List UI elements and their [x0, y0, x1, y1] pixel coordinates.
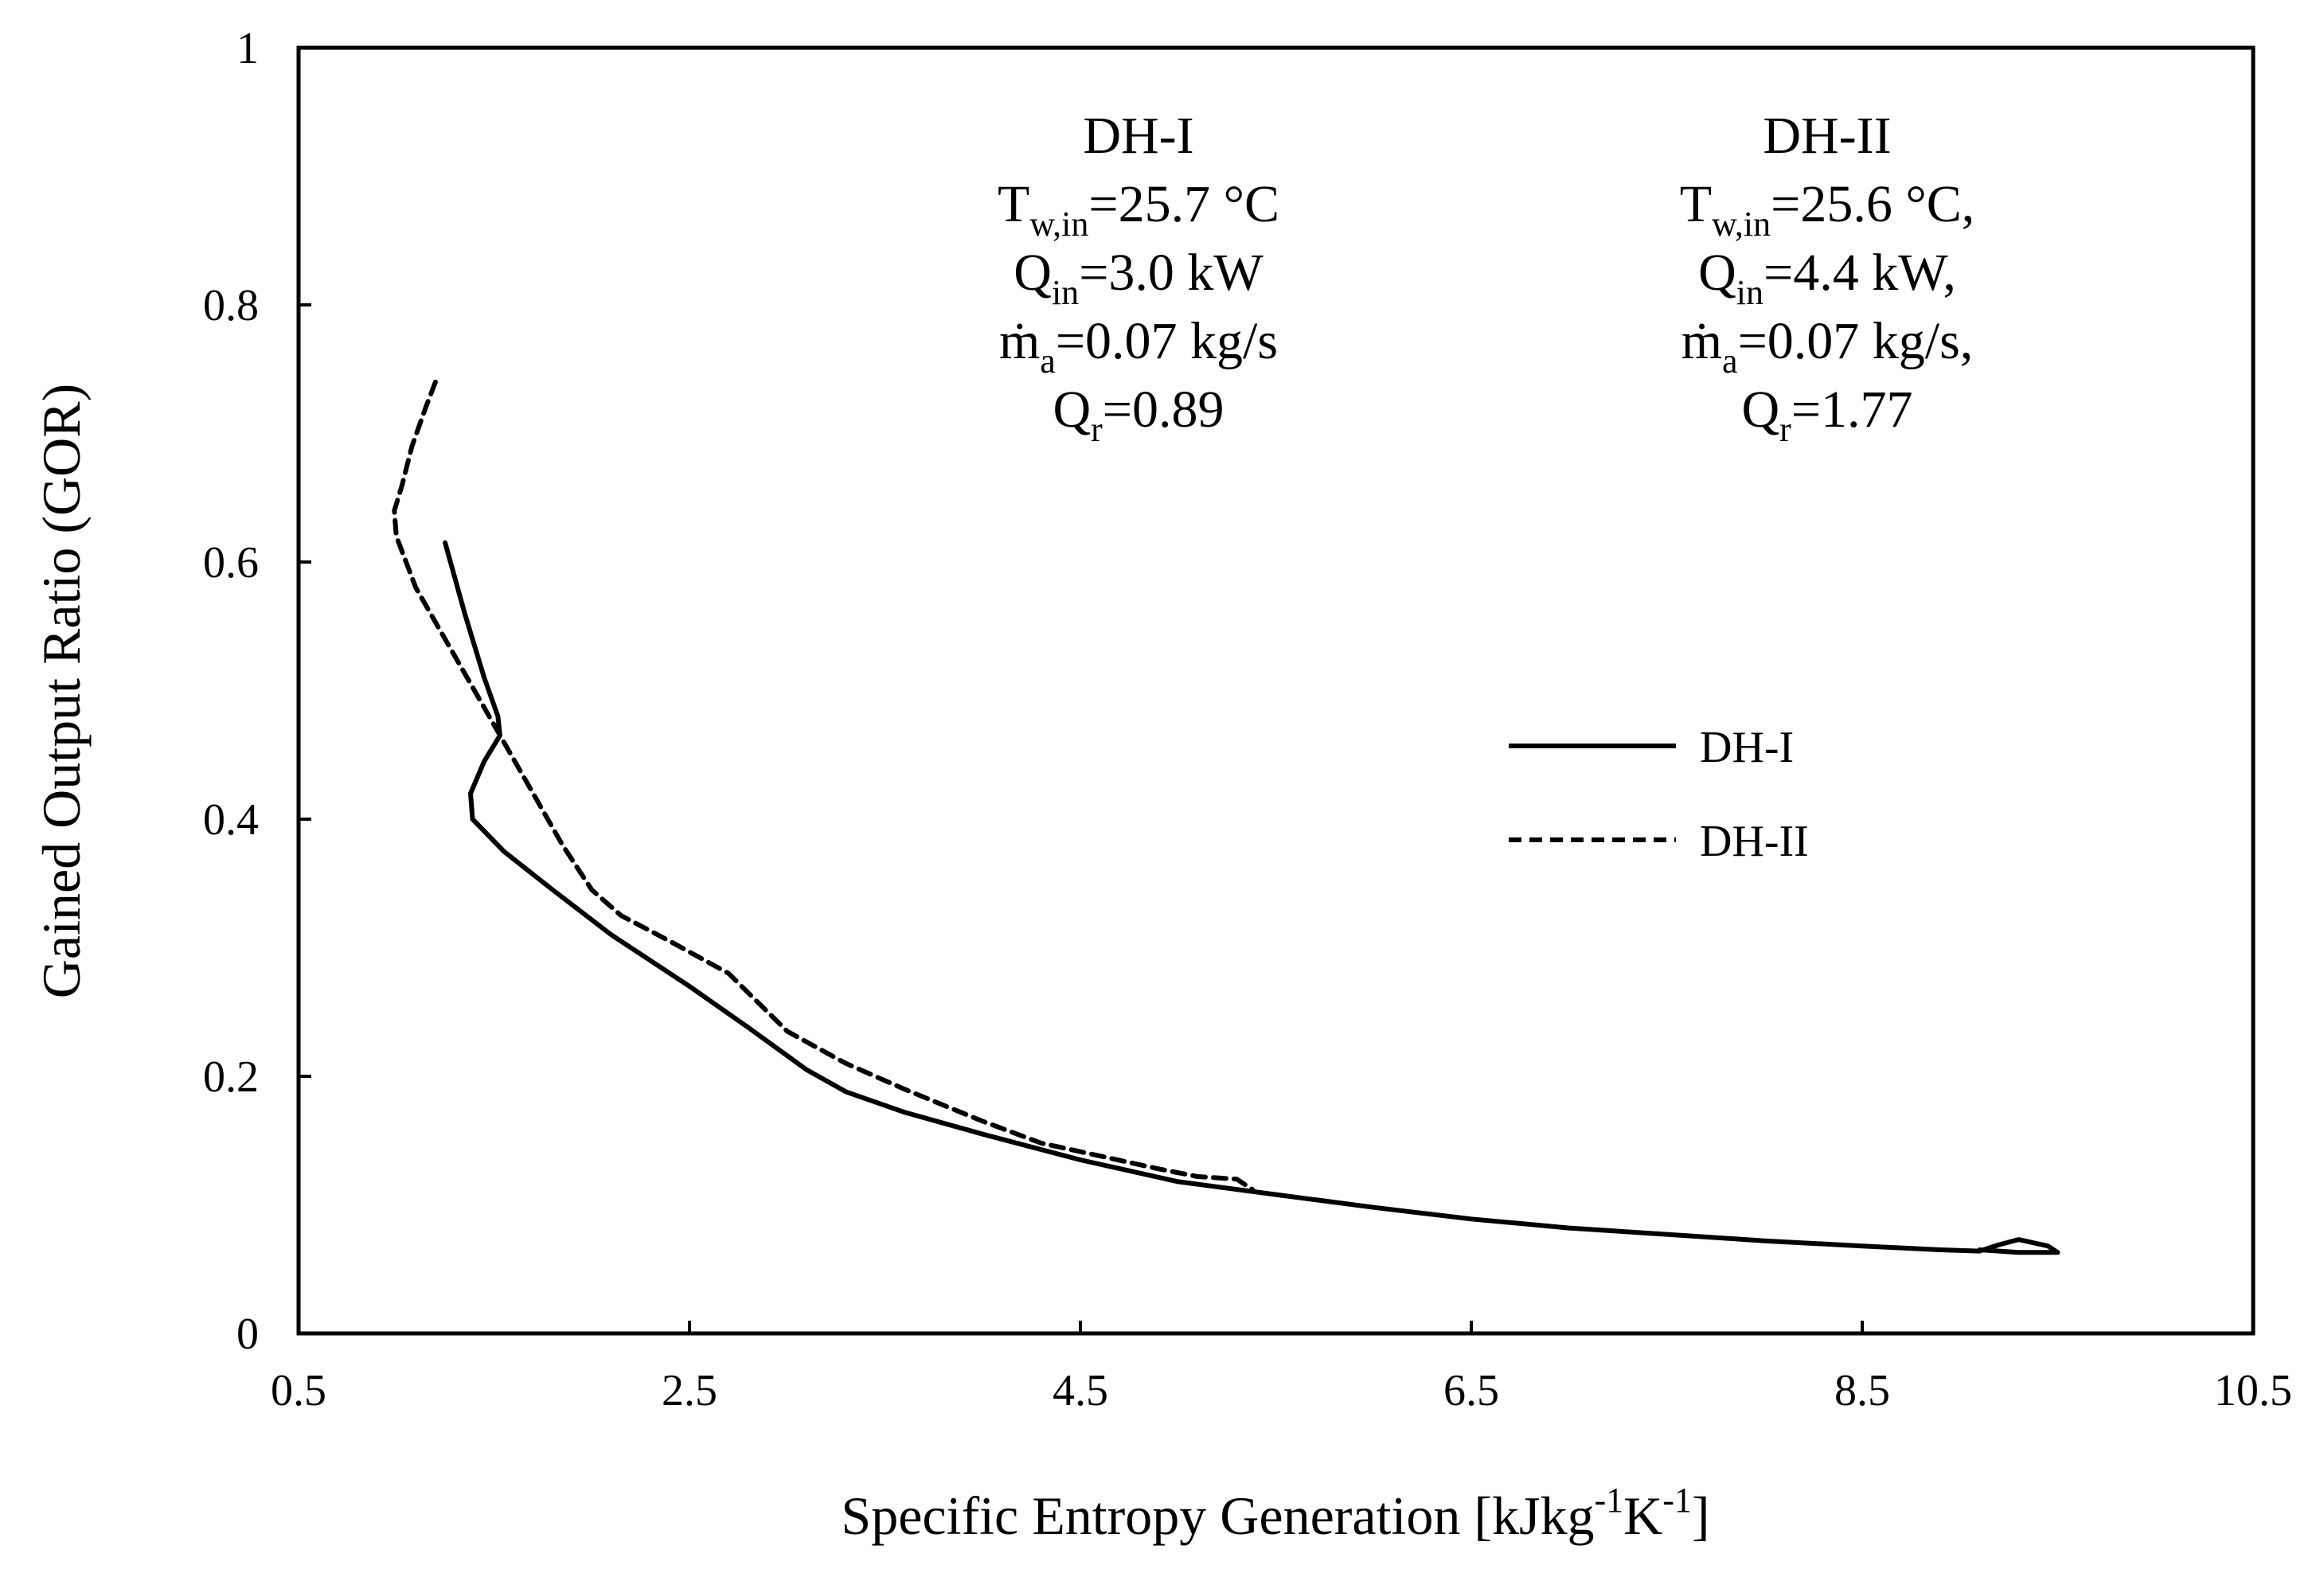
annotation-value: =0.07 kg/s — [1056, 312, 1278, 370]
annotation-dh1-line: ṁa=0.07 kg/s — [999, 312, 1278, 381]
annotation-subscript: in — [1052, 273, 1079, 312]
annotation-dh1-line: Qin=3.0 kW — [1014, 244, 1264, 312]
annotation-dh2-line: ṁa=0.07 kg/s, — [1681, 312, 1974, 381]
annotation-value: =0.89 — [1103, 381, 1224, 439]
annotation-subscript: w,in — [1712, 205, 1771, 244]
x-tick-label: 2.5 — [662, 1366, 717, 1415]
annotation-dh2-line: Qin=4.4 kW, — [1698, 244, 1956, 312]
annotation-base: T — [998, 175, 1029, 233]
annotation-subscript: a — [1722, 342, 1738, 381]
annotation-dh2-line: Qr=1.77 — [1741, 381, 1912, 449]
annotation-base: Q — [1014, 244, 1052, 302]
y-tick-label: 1 — [236, 24, 259, 73]
y-tick-label: 0.6 — [203, 538, 259, 587]
x-axis: 0.5 2.5 4.5 6.5 8.5 10.5 — [271, 1321, 2292, 1415]
annotation-dh1-line: Qr=0.89 — [1053, 381, 1224, 449]
annotation-dh1-line: Tw,in=25.7 °C — [998, 175, 1279, 244]
annotation-subscript: in — [1736, 273, 1764, 312]
annotation-value: =1.77 — [1791, 381, 1913, 439]
x-axis-label: Specific Entropy Generation [kJkg-1K-1] — [841, 1481, 1709, 1546]
x-axis-label-mid: K — [1623, 1485, 1662, 1546]
annotation-base: Q — [1741, 381, 1779, 439]
x-tick-label: 4.5 — [1053, 1366, 1108, 1415]
annotation-subscript: r — [1091, 410, 1103, 449]
annotation-value: =0.07 kg/s, — [1738, 312, 1974, 370]
annotation-subscript: w,in — [1029, 205, 1088, 244]
series-layer — [392, 379, 2060, 1255]
y-tick-label: 0.2 — [203, 1052, 259, 1102]
annotation-base: T — [1680, 175, 1712, 233]
annotation-value: =4.4 kW, — [1764, 244, 1956, 302]
y-axis: 0 0.2 0.4 0.6 0.8 1 — [203, 24, 311, 1359]
annotation-subscript: a — [1040, 342, 1056, 381]
x-axis-label-sup1: -1 — [1594, 1481, 1623, 1520]
annotation-base: Q — [1053, 381, 1091, 439]
annotation-value: =25.6 °C, — [1771, 175, 1974, 233]
y-tick-label: 0 — [236, 1310, 259, 1359]
annotation-base: Q — [1698, 244, 1736, 302]
annotation-dh1-heading: DH-I — [1083, 107, 1193, 165]
legend-dh-ii-label: DH-II — [1700, 817, 1809, 866]
annotation-base: ṁ — [999, 312, 1040, 370]
x-tick-label: 6.5 — [1443, 1366, 1499, 1415]
annotation-base: ṁ — [1681, 312, 1722, 370]
x-axis-label-end: ] — [1692, 1485, 1710, 1546]
annotation-dh2-heading: DH-II — [1763, 107, 1891, 165]
annotation-dh2-line: Tw,in=25.6 °C, — [1680, 175, 1975, 244]
series-dh-i-line — [443, 540, 2060, 1255]
y-tick-label: 0.4 — [203, 795, 259, 845]
x-tick-label: 8.5 — [1834, 1366, 1890, 1415]
legend: DH-I DH-II — [1509, 723, 1809, 866]
plot-frame — [296, 45, 2256, 1336]
legend-dh-i-label: DH-I — [1700, 723, 1794, 772]
series-dh-ii-line — [392, 379, 1255, 1193]
x-axis-label-main: Specific Entropy Generation [kJkg — [841, 1485, 1594, 1546]
x-axis-label-sup2: -1 — [1662, 1481, 1692, 1520]
x-tick-label: 0.5 — [271, 1366, 326, 1415]
annotation-subscript: r — [1779, 410, 1791, 449]
x-tick-label: 10.5 — [2214, 1366, 2292, 1415]
y-tick-label: 0.8 — [203, 281, 259, 330]
annotation-value: =3.0 kW — [1079, 244, 1264, 302]
y-axis-label: Gained Output Ratio (GOR) — [31, 384, 92, 998]
annotation-value: =25.7 °C — [1088, 175, 1279, 233]
